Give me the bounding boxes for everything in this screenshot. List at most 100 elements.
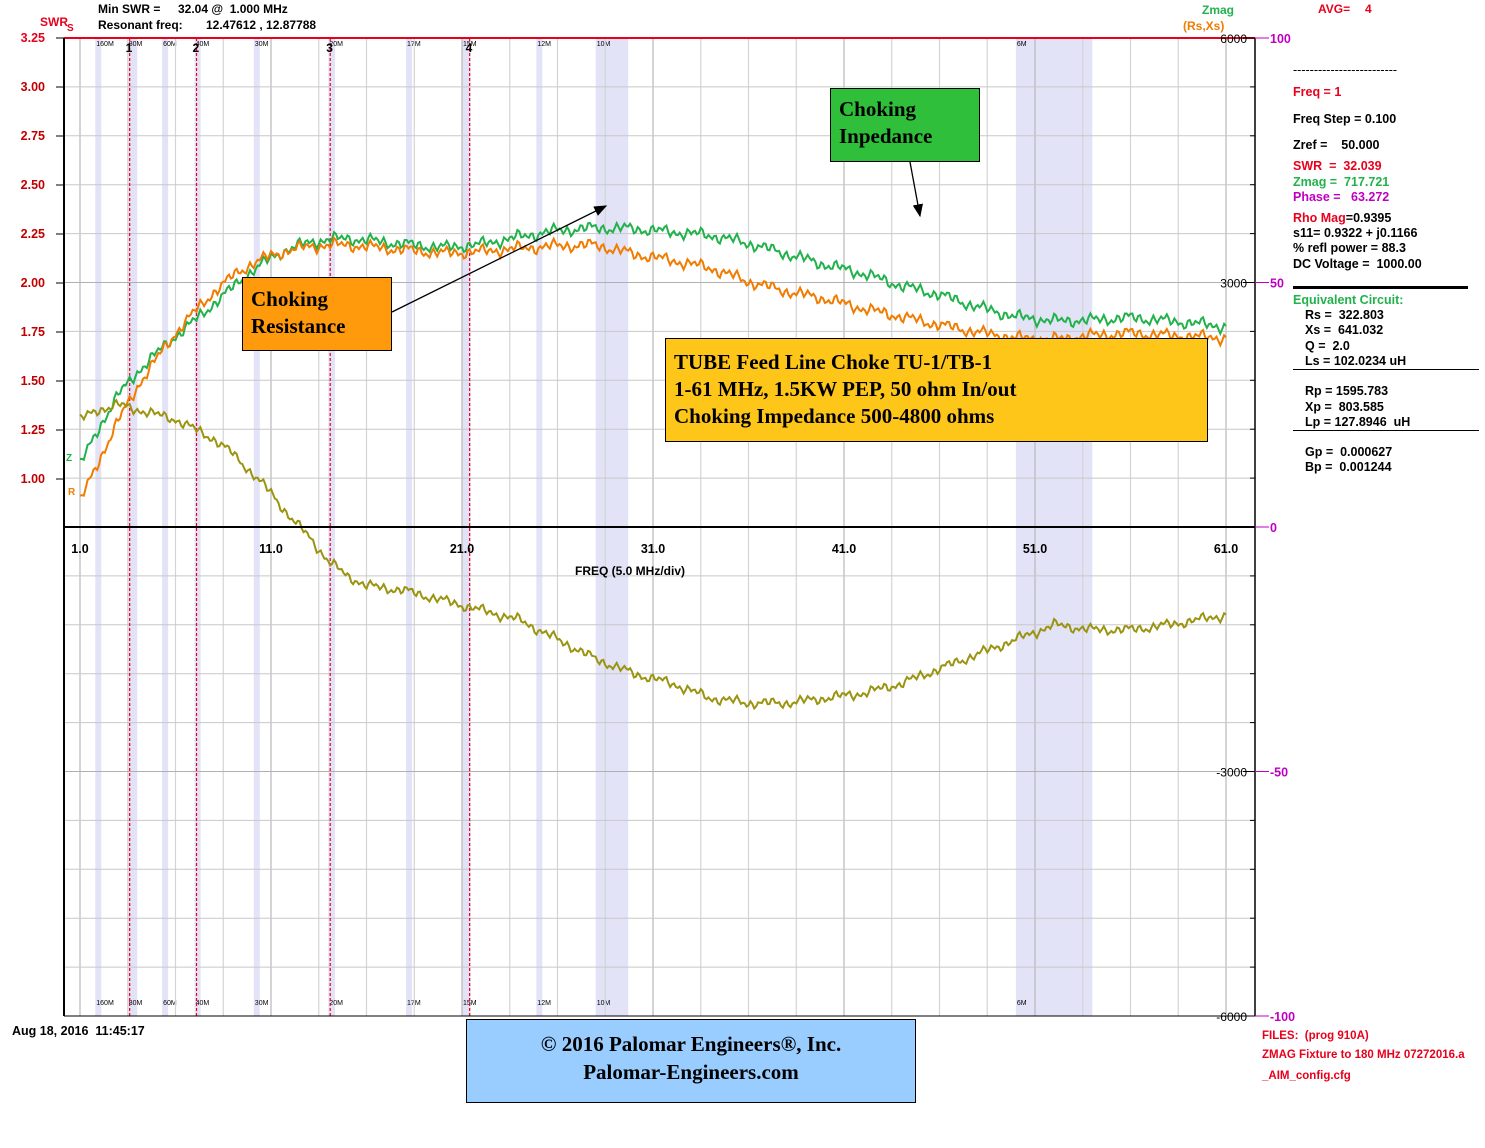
dc-voltage-readout: DC Voltage = 1000.00 [1293, 257, 1422, 271]
x-tick-label: 11.0 [259, 542, 283, 556]
ohms-tick-label: -3000 [1216, 766, 1247, 780]
marker-1-label: 1 [126, 41, 133, 55]
trace-z-label: Z [66, 453, 72, 464]
swr-tick-label: 1.25 [21, 423, 45, 437]
band-label-top: 60M [163, 41, 177, 48]
swr-tick-label: 2.50 [21, 178, 45, 192]
xs-readout: Xs = 641.032 [1305, 323, 1384, 337]
phase-tick-label: -50 [1270, 766, 1288, 780]
zref-readout: Zref = 50.000 [1293, 138, 1380, 152]
x-tick-label: 31.0 [641, 542, 665, 556]
ls-readout: Ls = 102.0234 uH [1305, 354, 1407, 368]
panel-divider-thick [1293, 286, 1468, 289]
band-label-bottom: 160M [96, 1000, 114, 1007]
swr-tick-label: 1.50 [21, 374, 45, 388]
panel-divider-lp [1293, 430, 1479, 431]
band-label-bottom: 60M [163, 1000, 177, 1007]
swr-tick-label: 2.00 [21, 276, 45, 290]
band-label-bottom: 12M [537, 1000, 551, 1007]
x-tick-label: 51.0 [1023, 542, 1047, 556]
files-label: FILES: (prog 910A) [1262, 1030, 1369, 1042]
band-label-bottom: 6M [1017, 1000, 1027, 1007]
choking-resistance-callout: Choking Resistance [242, 277, 392, 351]
swr-tick-label: 2.25 [21, 227, 45, 241]
swr-axis-title: SWR [40, 15, 68, 29]
zmag-legend: Zmag [1202, 3, 1235, 17]
rp-readout: Rp = 1595.783 [1305, 384, 1389, 398]
rho-mag-label: Rho Mag [1293, 211, 1346, 225]
phase-tick-label: 100 [1270, 32, 1291, 46]
marker-3-label: 3 [326, 41, 333, 55]
website-line: Palomar-Engineers.com [583, 1060, 799, 1084]
choking-resistance-line1: Choking [251, 287, 329, 311]
band-label-top: 40M [196, 41, 210, 48]
x-tick-label: 21.0 [450, 542, 474, 556]
gp-readout: Gp = 0.000627 [1305, 445, 1393, 459]
bp-readout: Bp = 0.001244 [1305, 460, 1392, 474]
band-label-top: 12M [537, 41, 551, 48]
copyright-box: © 2016 Palomar Engineers®, Inc. Palomar-… [466, 1019, 916, 1103]
band-label-top: 80M [129, 41, 143, 48]
rho-mag-readout: Rho Mag=0.9395 [1293, 211, 1391, 225]
ohms-tick-label: -6000 [1216, 1010, 1247, 1024]
phase-tick-label: 0 [1270, 521, 1277, 535]
band-label-bottom: 40M [196, 1000, 210, 1007]
phase-tick-label: -100 [1270, 1010, 1295, 1024]
lp-readout: Lp = 127.8946 uH [1305, 415, 1411, 429]
avg-label: AVG= [1318, 2, 1351, 16]
separator: ------------------------- [1293, 63, 1398, 77]
swr-tick-label: 1.75 [21, 325, 45, 339]
panel-divider-ls [1293, 369, 1479, 370]
choking-impedance-line1: Choking [839, 97, 917, 121]
ohms-tick-label: 3000 [1220, 277, 1247, 291]
band-label-bottom: 30M [255, 1000, 269, 1007]
rsxs-legend: (Rs,Xs) [1183, 19, 1225, 33]
equiv-circuit-title: Equivalent Circuit: [1293, 293, 1404, 307]
resistance-arrow [391, 205, 608, 313]
zmag-readout: Zmag = 717.721 [1293, 175, 1390, 189]
rho-mag-value: =0.9395 [1345, 211, 1392, 225]
timestamp: Aug 18, 2016 11:45:17 [12, 1024, 145, 1038]
impedance-arrow [909, 161, 923, 218]
title-line2: 1-61 MHz, 1.5KW PEP, 50 ohm In/out [674, 377, 1017, 401]
marker-4-label: 4 [466, 41, 473, 55]
x-axis-title: FREQ (5.0 MHz/div) [575, 564, 685, 578]
swr-tick-label: 1.00 [21, 472, 45, 486]
min-swr-value: 32.04 @ 1.000 MHz [178, 2, 288, 16]
series-phase-line [79, 398, 1227, 711]
choking-resistance-line2: Resistance [251, 314, 346, 338]
file-1: ZMAG Fixture to 180 MHz 07272016.a [1262, 1049, 1465, 1061]
title-line1: TUBE Feed Line Choke TU-1/TB-1 [674, 350, 993, 374]
swr-axis-subscript: S [67, 23, 74, 34]
x-tick-label: 41.0 [832, 542, 856, 556]
title-line3: Choking Impedance 500-4800 ohms [674, 404, 995, 428]
freq-readout: Freq = 1 [1293, 85, 1342, 99]
title-box: TUBE Feed Line Choke TU-1/TB-1 1-61 MHz,… [665, 338, 1208, 442]
xp-readout: Xp = 803.585 [1305, 400, 1384, 414]
x-tick-label: 1.0 [71, 542, 88, 556]
swr-readout: SWR = 32.039 [1293, 159, 1382, 173]
band-label-bottom: 80M [129, 1000, 143, 1007]
min-swr-label: Min SWR = [98, 2, 161, 16]
ohms-tick-label: 6000 [1220, 32, 1247, 46]
band-label-top: 160M [96, 41, 114, 48]
resonant-freq-label: Resonant freq: [98, 18, 183, 32]
resonant-freq-value: 12.47612 , 12.87788 [206, 18, 317, 32]
band-label-top: 20M [329, 41, 343, 48]
copyright-line: © 2016 Palomar Engineers®, Inc. [540, 1032, 842, 1056]
band-label-bottom: 20M [329, 1000, 343, 1007]
phase-tick-label: 50 [1270, 277, 1284, 291]
phase-readout: Phase = 63.272 [1293, 190, 1390, 204]
band-label-top: 30M [255, 41, 269, 48]
file-2: _AIM_config.cfg [1262, 1070, 1351, 1082]
s11-readout: s11= 0.9322 + j0.1166 [1293, 226, 1418, 240]
trace-r-label: R [68, 487, 76, 498]
band-label-top: 6M [1017, 41, 1027, 48]
choking-impedance-callout: Choking Inpedance [830, 88, 980, 162]
marker-2-label: 2 [193, 41, 200, 55]
rs-readout: Rs = 322.803 [1305, 308, 1384, 322]
swr-tick-label: 3.25 [21, 31, 45, 45]
swr-tick-label: 2.75 [21, 129, 45, 143]
axes: 3.253.002.752.502.252.001.751.501.251.00… [21, 31, 1295, 1024]
